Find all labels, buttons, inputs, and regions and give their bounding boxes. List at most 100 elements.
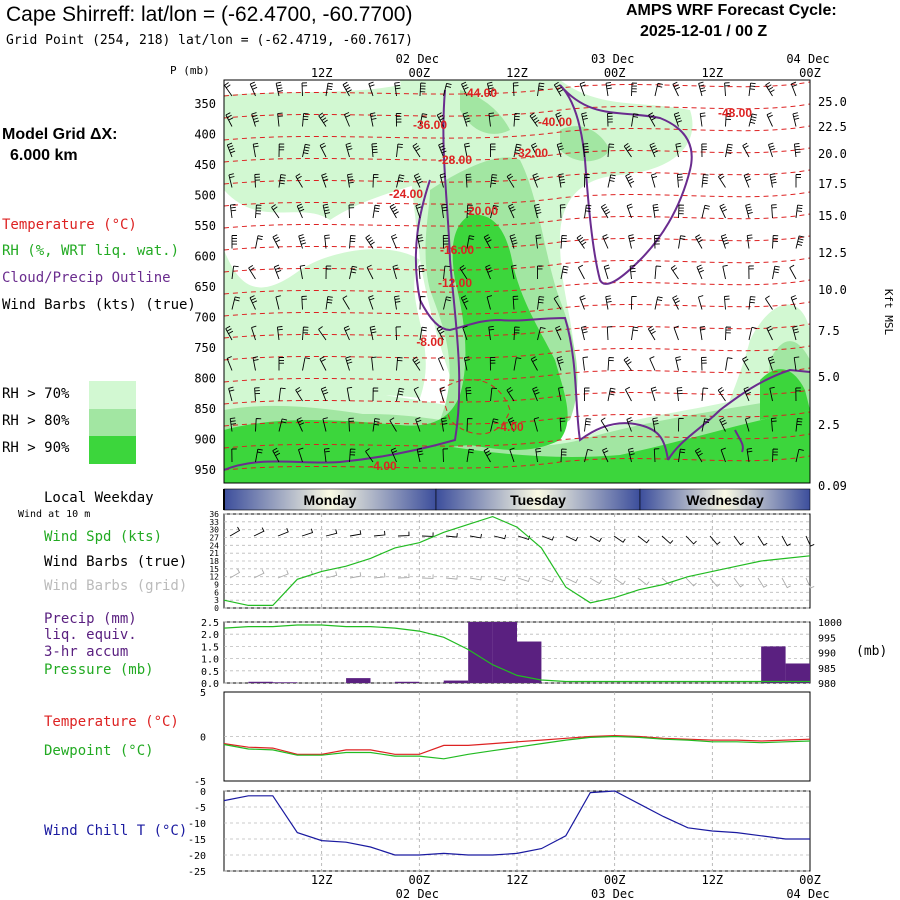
wind-barb bbox=[584, 387, 590, 401]
wind-barb bbox=[678, 448, 686, 463]
wind-barb bbox=[748, 82, 756, 97]
wind-barb bbox=[626, 203, 633, 219]
wind-barb bbox=[631, 82, 638, 97]
wind-barb bbox=[301, 295, 308, 310]
temperature-contour bbox=[224, 257, 810, 273]
temp-tick-label: 5 bbox=[200, 688, 206, 699]
wind-barb bbox=[623, 356, 632, 371]
weekday-label: Wednesday bbox=[686, 492, 764, 508]
wind-barb bbox=[532, 173, 540, 188]
wind-barb bbox=[795, 174, 801, 188]
temperature-contour bbox=[224, 279, 810, 295]
precip-bar bbox=[785, 663, 810, 683]
cloud-precip-outline bbox=[559, 84, 693, 285]
wind-barb bbox=[649, 356, 656, 371]
temperature-contour bbox=[224, 81, 810, 97]
wind-barb bbox=[507, 417, 516, 432]
wind-barb bbox=[396, 357, 403, 371]
windchill-line bbox=[223, 790, 810, 856]
wind-barb bbox=[228, 386, 235, 402]
temperature-contour bbox=[224, 301, 810, 317]
wind-barb bbox=[438, 142, 447, 158]
height-tick-label: 7.5 bbox=[818, 324, 840, 338]
wind-speed-line bbox=[223, 515, 811, 607]
wind-barb-grid bbox=[805, 577, 815, 589]
wind-barb bbox=[652, 417, 659, 432]
wind-barb bbox=[767, 356, 775, 371]
wind-barb bbox=[701, 143, 707, 158]
wind-barb bbox=[537, 265, 543, 279]
wind-barb bbox=[348, 417, 355, 432]
wind-barb bbox=[537, 326, 546, 341]
wind-barb bbox=[584, 204, 592, 219]
bottom-time-label: 00Z bbox=[604, 873, 626, 887]
wind-barb bbox=[394, 295, 401, 310]
top-time-label: 00Z bbox=[604, 66, 626, 80]
wind-barb bbox=[697, 295, 704, 310]
wind-barb bbox=[560, 448, 567, 463]
wind-barb bbox=[231, 265, 239, 280]
wind-barb bbox=[508, 203, 516, 219]
cloud-precip-outline bbox=[667, 368, 810, 461]
wind-barb bbox=[436, 112, 445, 127]
wind-barb bbox=[372, 174, 379, 188]
temperature-contour-label: -36.00 bbox=[413, 118, 447, 132]
wind-barb bbox=[229, 204, 237, 219]
wind-barb bbox=[766, 112, 773, 127]
temperature-contour-label: -32.00 bbox=[514, 146, 548, 160]
wind-barb bbox=[555, 325, 562, 341]
wind-barb bbox=[555, 112, 562, 127]
wind-barb-grid bbox=[469, 575, 482, 581]
wind-barb bbox=[369, 112, 377, 127]
height-tick-label: 5.0 bbox=[818, 370, 840, 384]
wind-barb-true bbox=[445, 533, 458, 538]
wind-barb bbox=[395, 112, 402, 127]
precip-tick-label: 1.5 bbox=[201, 642, 219, 653]
wind-at-label: Wind at 10 m bbox=[18, 509, 91, 520]
pressure-tick-label: 900 bbox=[194, 433, 216, 447]
temperature-contour bbox=[224, 235, 810, 251]
wind-barb bbox=[765, 82, 775, 97]
wind-barb bbox=[231, 448, 237, 463]
wind-barb-true bbox=[565, 535, 579, 542]
precip-bar bbox=[517, 641, 542, 683]
weekday-label: Monday bbox=[304, 492, 357, 508]
temperature-contour-label: -8.00 bbox=[416, 335, 444, 349]
legend-rh70-label: RH > 70% bbox=[2, 386, 70, 402]
top-time-label: 00Z bbox=[799, 66, 821, 80]
wind-barb bbox=[231, 296, 241, 310]
wind-barb bbox=[295, 387, 303, 402]
wind-barb bbox=[319, 356, 327, 371]
bottom-time-label: 00Z bbox=[408, 873, 430, 887]
wind-tick-label: 6 bbox=[214, 588, 219, 597]
dewpoint-label: Dewpoint (°C) bbox=[44, 743, 154, 759]
wind-barb bbox=[490, 418, 499, 432]
wind-barb bbox=[486, 295, 493, 310]
wind-barbs-true-label: Wind Barbs (true) bbox=[44, 554, 188, 570]
wind-barb bbox=[302, 113, 309, 127]
wind-barb bbox=[319, 142, 327, 158]
wind-barb bbox=[556, 142, 564, 158]
wind-barb bbox=[277, 112, 283, 127]
wind-barb bbox=[771, 204, 777, 219]
wind-barb bbox=[512, 82, 519, 97]
height-tick-label: 2.5 bbox=[818, 418, 840, 432]
pressure-tick-label: 350 bbox=[194, 97, 216, 111]
precip-label: Precip (mm) bbox=[44, 611, 137, 627]
temperature-contour-label: -4.00 bbox=[496, 420, 524, 434]
temperature-contour bbox=[224, 213, 810, 229]
rh-legend-swatch bbox=[89, 409, 136, 437]
pressure-line bbox=[223, 624, 810, 683]
wind-barb bbox=[464, 142, 471, 158]
windchill-tick-label: -15 bbox=[188, 835, 206, 846]
rh-legend-swatch bbox=[89, 381, 136, 409]
wind-barb bbox=[252, 142, 259, 158]
wind-barb bbox=[743, 173, 752, 188]
wind-barb bbox=[581, 112, 588, 127]
wind-barb bbox=[631, 296, 637, 310]
wind-barb bbox=[231, 235, 237, 249]
wind-barb bbox=[278, 174, 286, 188]
precip-tick-label: 0.0 bbox=[201, 679, 219, 690]
pressure-tick-label: 950 bbox=[194, 463, 216, 477]
